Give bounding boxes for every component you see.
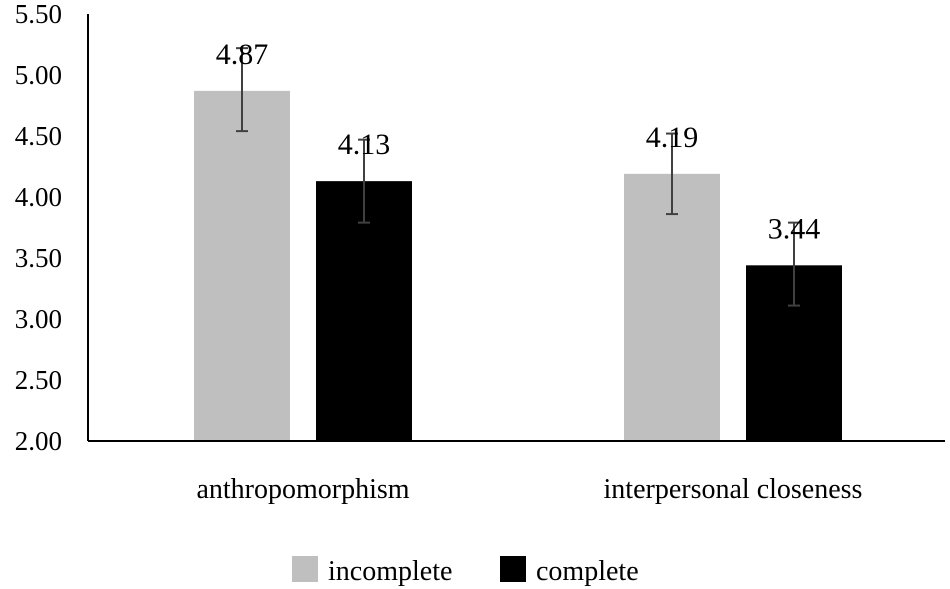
legend-label: complete	[536, 556, 639, 587]
legend-swatch-complete	[500, 556, 526, 582]
y-tick-label: 2.00	[15, 426, 62, 456]
bar-complete-0	[316, 181, 412, 441]
data-label: 4.13	[338, 128, 391, 161]
y-tick-label: 3.00	[15, 304, 62, 334]
legend-swatch-incomplete	[292, 556, 318, 582]
y-tick-label: 3.50	[15, 243, 62, 273]
y-tick-label: 5.00	[15, 60, 62, 90]
y-tick-label: 2.50	[15, 365, 62, 395]
x-category-label: anthropomorphism	[196, 474, 409, 505]
legend-label: incomplete	[328, 556, 452, 587]
y-tick-label: 4.50	[15, 121, 62, 151]
data-label: 3.44	[768, 212, 821, 245]
y-tick-label: 4.00	[15, 182, 62, 212]
x-category-label: interpersonal closeness	[604, 474, 863, 505]
data-label: 4.87	[216, 38, 269, 71]
bar-incomplete-0	[194, 90, 290, 442]
data-label: 4.19	[646, 121, 699, 154]
y-tick-label: 5.50	[15, 0, 62, 29]
bar-incomplete-1	[624, 173, 720, 441]
